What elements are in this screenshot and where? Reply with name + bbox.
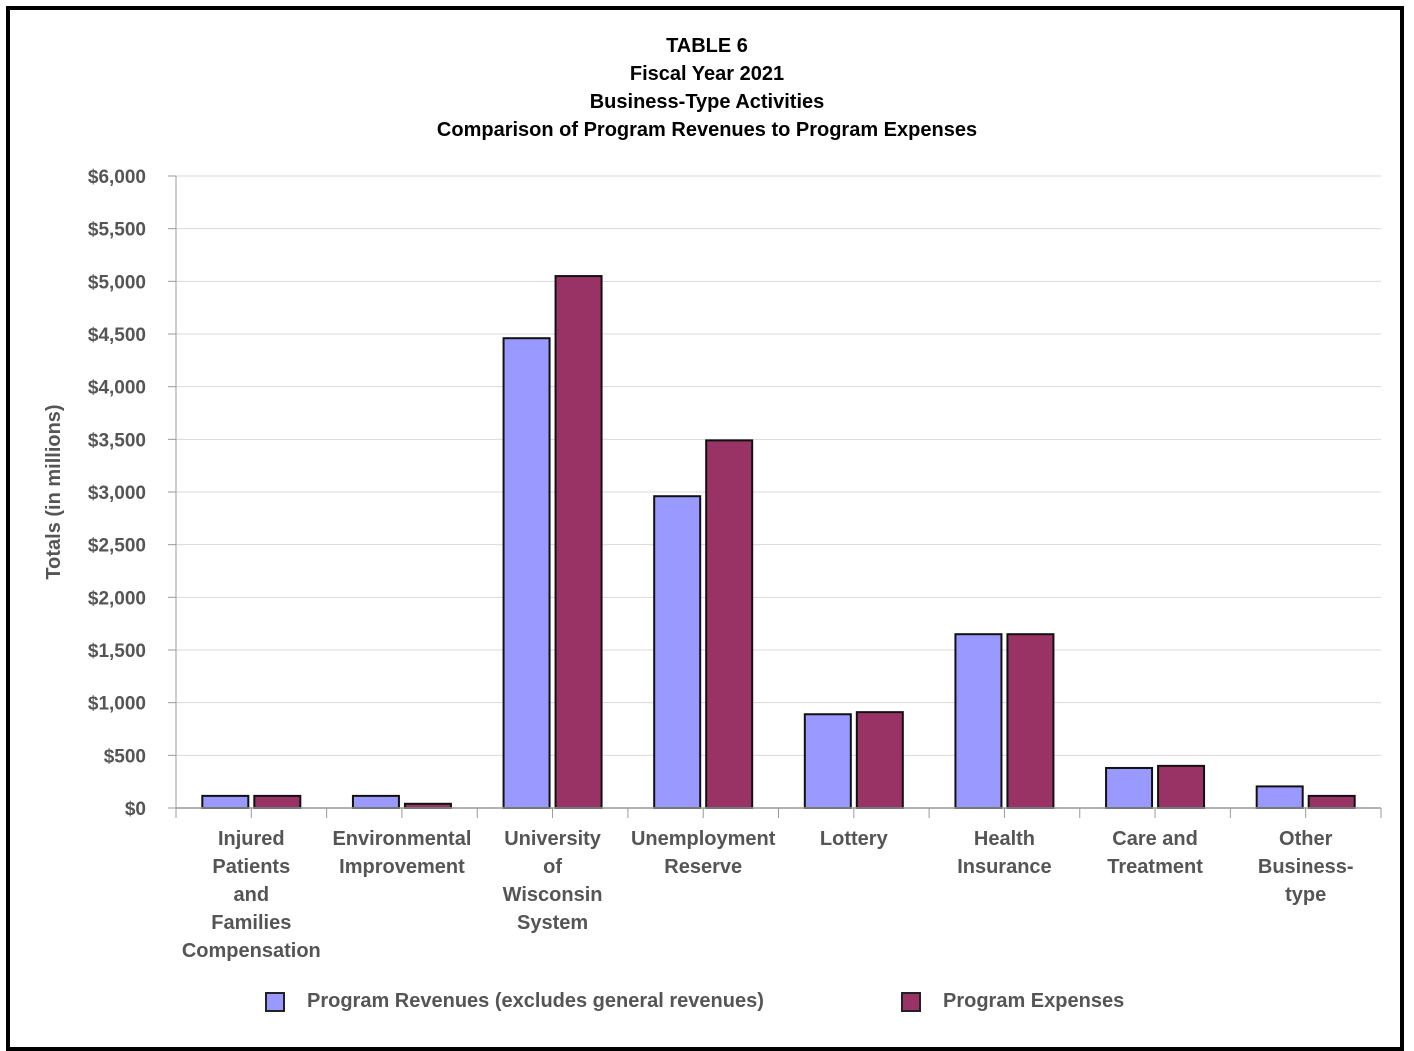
title-line-2: Fiscal Year 2021 — [629, 63, 785, 85]
x-category-label: Environmental — [332, 828, 471, 850]
bar-program-revenues — [954, 633, 1003, 810]
y-tick-label: $3,500 — [88, 430, 146, 451]
bar-program-revenues — [1105, 766, 1154, 809]
bar-program-revenues — [1255, 785, 1304, 810]
y-tick-label: $1,000 — [88, 694, 146, 715]
x-category-label: University — [504, 828, 602, 850]
legend-label-revenues: Program Revenues (excludes general reven… — [307, 990, 764, 1012]
bar-program-revenues — [653, 495, 702, 809]
x-category-label: Business- — [1258, 856, 1354, 878]
bar-program-revenues — [351, 794, 400, 809]
x-category-label: Unemployment — [631, 828, 776, 850]
x-category-label: type — [1285, 884, 1326, 906]
x-category-label: Care and — [1112, 828, 1198, 850]
y-tick-label: $2,500 — [88, 536, 146, 557]
bar-program-revenues — [803, 713, 852, 810]
y-tick-label: $5,000 — [88, 272, 146, 293]
title-line-1: TABLE 6 — [666, 35, 748, 57]
y-tick-label: $4,500 — [88, 325, 146, 346]
legend-swatch-revenues — [265, 991, 285, 1012]
bar-program-expenses — [253, 794, 302, 809]
x-category-label: Reserve — [664, 856, 742, 878]
legend-item-expenses: Program Expenses — [901, 990, 1124, 1013]
x-category-label: and — [234, 884, 270, 906]
legend-item-revenues: Program Revenues (excludes general reven… — [265, 990, 764, 1013]
bar-program-expenses — [554, 275, 603, 810]
y-tick-label: $3,000 — [88, 483, 146, 504]
y-tick-label: $1,500 — [88, 641, 146, 662]
y-tick-label: $500 — [104, 746, 146, 767]
x-category-label: Health — [974, 828, 1035, 850]
x-category-label: Injured — [218, 828, 285, 850]
y-tick-label: $4,000 — [88, 378, 146, 399]
x-category-label: Compensation — [182, 940, 321, 962]
title-line-3: Business-Type Activities — [589, 91, 825, 113]
bar-program-revenues — [201, 794, 250, 809]
y-tick-label: $5,500 — [88, 220, 146, 241]
chart-title: TABLE 6 Fiscal Year 2021 Business-Type A… — [0, 32, 1414, 144]
x-category-label: Families — [211, 912, 291, 934]
x-category-label: Improvement — [339, 856, 465, 878]
title-line-4: Comparison of Program Revenues to Progra… — [436, 119, 978, 141]
x-category-label: Lottery — [820, 828, 889, 850]
bar-program-expenses — [1157, 764, 1206, 809]
y-tick-label: $2,000 — [88, 588, 146, 609]
bar-program-expenses — [1307, 794, 1356, 809]
bar-program-expenses — [1006, 633, 1055, 810]
x-category-label: Treatment — [1107, 856, 1203, 878]
bar-program-expenses — [705, 439, 754, 809]
x-category-label: Patients — [212, 856, 290, 878]
legend-swatch-expenses — [901, 991, 921, 1012]
y-axis-label: Totals (in millions) — [43, 404, 65, 579]
y-tick-label: $6,000 — [88, 167, 146, 188]
x-category-label: Other — [1279, 828, 1333, 850]
legend: Program Revenues (excludes general reven… — [0, 990, 1414, 1020]
x-category-label: Insurance — [957, 856, 1051, 878]
x-category-label: System — [517, 912, 588, 934]
x-category-label: of — [543, 856, 562, 878]
x-category-label: Wisconsin — [503, 884, 603, 906]
bar-program-expenses — [855, 711, 904, 809]
legend-label-expenses: Program Expenses — [943, 990, 1125, 1012]
bar-program-revenues — [502, 337, 551, 809]
y-tick-label: $0 — [125, 799, 146, 820]
